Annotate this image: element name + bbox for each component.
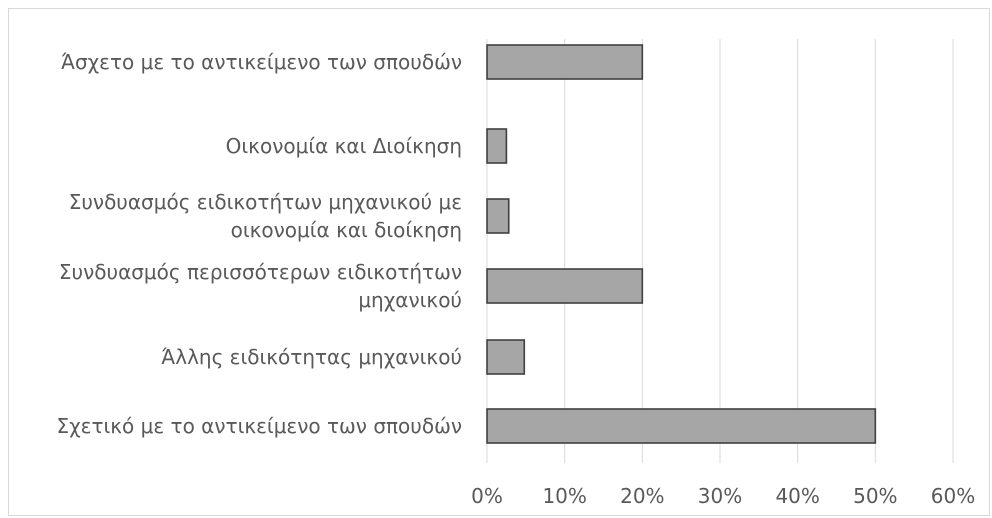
bar <box>486 128 508 164</box>
bar-chart: Άσχετο με το αντικείμενο των σπουδών Οικο… <box>56 39 975 508</box>
x-tick-label: 60% <box>931 484 975 508</box>
category-label-line: Άλλης ειδικότητας μηχανικού <box>161 345 462 369</box>
category-label: Οικονομία και Διοίκηση <box>226 134 462 158</box>
x-tick-label: 10% <box>542 484 586 508</box>
x-tick-label: 20% <box>620 484 664 508</box>
category-label-line: οικονομία και διοίκηση <box>231 218 462 242</box>
category-label: Συνδυασμός περισσότερων ειδικοτήτων μηχαν… <box>59 260 462 312</box>
category-label-line: Οικονομία και Διοίκηση <box>226 134 462 158</box>
x-tick-label: 0% <box>471 484 503 508</box>
bar <box>486 408 877 444</box>
category-label: Άλλης ειδικότητας μηχανικού <box>161 345 462 369</box>
category-label-line: Συνδυασμός ειδικοτήτων μηχανικού με <box>69 190 462 214</box>
bar <box>486 268 644 304</box>
category-label: Σχετικό με το αντικείμενο των σπουδών <box>56 414 462 438</box>
bar <box>486 339 526 375</box>
x-tick-label: 30% <box>698 484 742 508</box>
x-tick-label: 50% <box>853 484 897 508</box>
category-label-line: Συνδυασμός περισσότερων ειδικοτήτων <box>59 260 462 284</box>
grid-lines <box>486 39 954 463</box>
category-label: Συνδυασμός ειδικοτήτων μηχανικού με οικον… <box>69 190 462 242</box>
x-tick-labels: 0% 10% 20% 30% 40% 50% 60% <box>471 484 975 508</box>
category-label: Άσχετο με το αντικείμενο των σπουδών <box>61 50 462 74</box>
bars <box>486 44 877 444</box>
bar <box>486 198 510 234</box>
category-label-line: Σχετικό με το αντικείμενο των σπουδών <box>56 414 462 438</box>
category-labels: Άσχετο με το αντικείμενο των σπουδών Οικο… <box>56 50 462 438</box>
x-tick-label: 40% <box>775 484 819 508</box>
category-label-line: μηχανικού <box>358 288 462 312</box>
chart-frame: Άσχετο με το αντικείμενο των σπουδών Οικο… <box>8 8 990 516</box>
bar <box>486 44 644 80</box>
category-label-line: Άσχετο με το αντικείμενο των σπουδών <box>61 50 462 74</box>
